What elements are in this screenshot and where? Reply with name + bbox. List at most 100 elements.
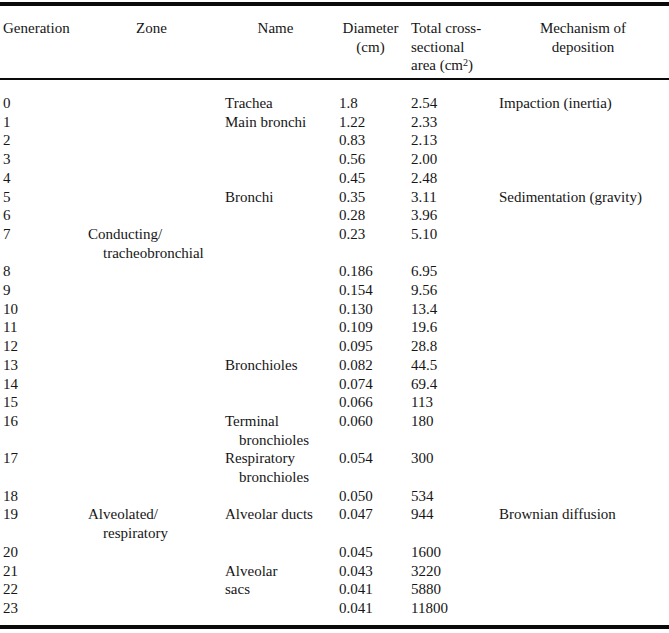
header-label: Total cross- [411, 19, 497, 38]
area-value: 5.10 [411, 225, 497, 244]
cell-diameter: 0.83 [333, 131, 408, 150]
cell-generation: 10 [0, 300, 85, 319]
generation-value: 2 [3, 131, 85, 150]
cell-diameter: 0.054 [333, 449, 408, 468]
cell-area: 6.95 [408, 262, 497, 281]
area-value: 2.54 [411, 94, 497, 113]
diameter-value: 0.130 [339, 300, 408, 319]
generation-value: 15 [3, 393, 85, 412]
table-row: 19 Alveolated/ respiratory Alveolar duct… [0, 505, 669, 542]
header-label: (cm) [333, 38, 408, 57]
cell-area: 9.56 [408, 281, 497, 300]
cell-generation: 0 [0, 94, 85, 113]
cell-zone: Conducting/ tracheobronchial [85, 225, 218, 262]
cell-area: 1600 [408, 543, 497, 562]
cell-diameter: 0.109 [333, 318, 408, 337]
area-value: 180 [411, 412, 497, 431]
cell-area: 28.8 [408, 337, 497, 356]
header-label-with-superscript: area (cm2) [411, 56, 497, 75]
cell-generation: 2 [0, 131, 85, 150]
cell-name: Trachea [218, 94, 333, 113]
area-value: 2.48 [411, 169, 497, 188]
column-header-mechanism: Mechanism of deposition [497, 19, 669, 56]
bottom-rule [0, 625, 669, 629]
table-row: 5 Bronchi 0.35 3.11 Sedimentation (gravi… [0, 188, 669, 207]
cell-diameter: 0.23 [333, 225, 408, 244]
cell-zone: Alveolated/ respiratory [85, 505, 218, 542]
generation-value: 20 [3, 543, 85, 562]
cell-area: 2.54 [408, 94, 497, 113]
cell-area: 2.00 [408, 150, 497, 169]
cell-generation: 6 [0, 206, 85, 225]
header-label: ) [468, 57, 473, 73]
column-header-area: Total cross- sectional area (cm2) [408, 19, 497, 75]
cell-diameter: 0.56 [333, 150, 408, 169]
generation-value: 17 [3, 449, 85, 468]
cell-mechanism: Brownian diffusion [497, 505, 669, 524]
top-rule [0, 2, 669, 6]
area-value: 2.33 [411, 113, 497, 132]
cell-name: sacs [218, 580, 333, 599]
area-value: 44.5 [411, 356, 497, 375]
table-row: 14 0.074 69.4 [0, 375, 669, 394]
area-value: 2.00 [411, 150, 497, 169]
area-value: 1600 [411, 543, 497, 562]
cell-diameter: 0.095 [333, 337, 408, 356]
area-value: 19.6 [411, 318, 497, 337]
area-value: 3.96 [411, 206, 497, 225]
area-value: 3.11 [411, 188, 497, 207]
diameter-value: 0.095 [339, 337, 408, 356]
area-value: 534 [411, 487, 497, 506]
area-value: 300 [411, 449, 497, 468]
area-value: 69.4 [411, 375, 497, 394]
cell-diameter: 0.130 [333, 300, 408, 319]
cell-mechanism: Sedimentation (gravity) [497, 188, 669, 207]
table-header: Generation Zone Name Diameter (cm) Total… [0, 19, 669, 75]
header-label: Zone [85, 19, 218, 38]
generation-value: 0 [3, 94, 85, 113]
cell-generation: 17 [0, 449, 85, 468]
cell-mechanism: Impaction (inertia) [497, 94, 669, 113]
cell-generation: 20 [0, 543, 85, 562]
cell-diameter: 0.154 [333, 281, 408, 300]
table-row: 4 0.45 2.48 [0, 169, 669, 188]
cell-diameter: 0.047 [333, 505, 408, 524]
generation-value: 9 [3, 281, 85, 300]
column-header-generation: Generation [0, 19, 85, 38]
generation-value: 19 [3, 505, 85, 524]
generation-value: 3 [3, 150, 85, 169]
generation-value: 6 [3, 206, 85, 225]
cell-diameter: 0.186 [333, 262, 408, 281]
cell-area: 180 [408, 412, 497, 431]
generation-value: 21 [3, 562, 85, 581]
cell-area: 19.6 [408, 318, 497, 337]
table-row: 2 0.83 2.13 [0, 131, 669, 150]
mechanism-value: Impaction (inertia) [499, 94, 669, 113]
cell-generation: 7 [0, 225, 85, 244]
cell-generation: 18 [0, 487, 85, 506]
area-value: 3220 [411, 562, 497, 581]
table-row: 8 0.186 6.95 [0, 262, 669, 281]
table-row: 15 0.066 113 [0, 393, 669, 412]
zone-value: Conducting/ [88, 225, 218, 244]
cell-name: Main bronchi [218, 113, 333, 132]
cell-name: Alveolar [218, 562, 333, 581]
name-value: Main bronchi [225, 113, 333, 132]
cell-area: 13.4 [408, 300, 497, 319]
cell-diameter: 0.28 [333, 206, 408, 225]
name-value-wrap: bronchioles [225, 468, 333, 487]
cell-name: Bronchi [218, 188, 333, 207]
table-row: 1 Main bronchi 1.22 2.33 [0, 113, 669, 132]
cell-generation: 19 [0, 505, 85, 524]
diameter-value: 0.35 [339, 188, 408, 207]
zone-value-wrap: respiratory [88, 524, 218, 543]
table-row: 7 Conducting/ tracheobronchial 0.23 5.10 [0, 225, 669, 262]
table-row: 6 0.28 3.96 [0, 206, 669, 225]
diameter-value: 0.83 [339, 131, 408, 150]
generation-value: 12 [3, 337, 85, 356]
cell-area: 3.96 [408, 206, 497, 225]
diameter-value: 0.047 [339, 505, 408, 524]
cell-diameter: 0.45 [333, 169, 408, 188]
generation-value: 8 [3, 262, 85, 281]
diameter-value: 0.043 [339, 562, 408, 581]
